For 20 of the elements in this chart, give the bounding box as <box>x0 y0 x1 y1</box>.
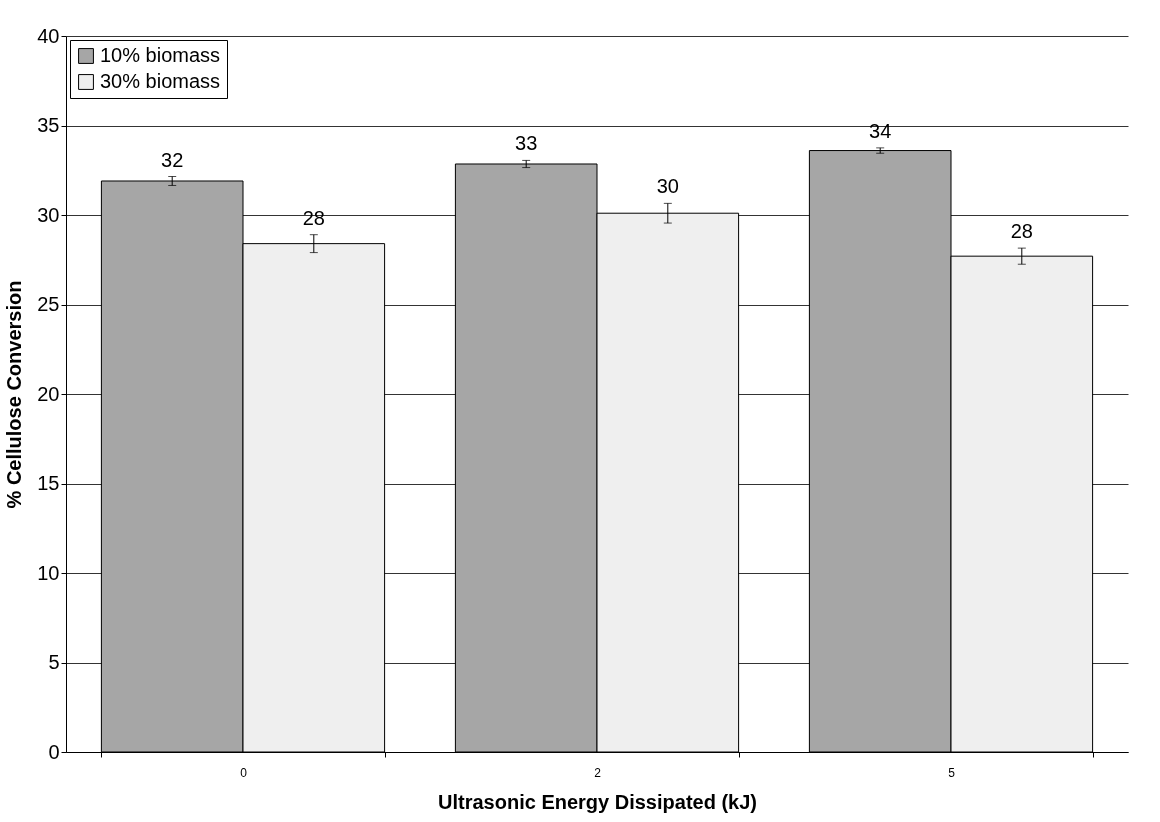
x-tick-label: 0 <box>240 765 248 780</box>
data-label: 28 <box>1010 220 1033 243</box>
y-tick-label: 25 <box>37 293 60 315</box>
y-tick-label: 30 <box>37 203 60 226</box>
legend-label: 30% biomass <box>100 70 221 92</box>
y-tick-label: 40 <box>37 24 60 47</box>
data-label: 32 <box>161 148 184 171</box>
x-axis-title: Ultrasonic Energy Dissipated (kJ) <box>438 790 757 813</box>
y-tick-label: 5 <box>48 651 60 673</box>
data-label: 33 <box>515 132 538 155</box>
y-tick-label: 35 <box>37 114 60 136</box>
y-tick-label: 10 <box>37 561 60 584</box>
y-axis-title: % Cellulose Conversion <box>3 280 26 509</box>
y-tick-label: 20 <box>37 382 60 405</box>
data-label: 30 <box>656 175 679 198</box>
legend-label: 10% biomass <box>100 44 221 66</box>
y-tick-label: 0 <box>48 740 60 763</box>
y-tick-label: 15 <box>37 472 60 494</box>
x-tick-label: 5 <box>948 765 956 780</box>
x-tick-label: 2 <box>594 765 602 780</box>
